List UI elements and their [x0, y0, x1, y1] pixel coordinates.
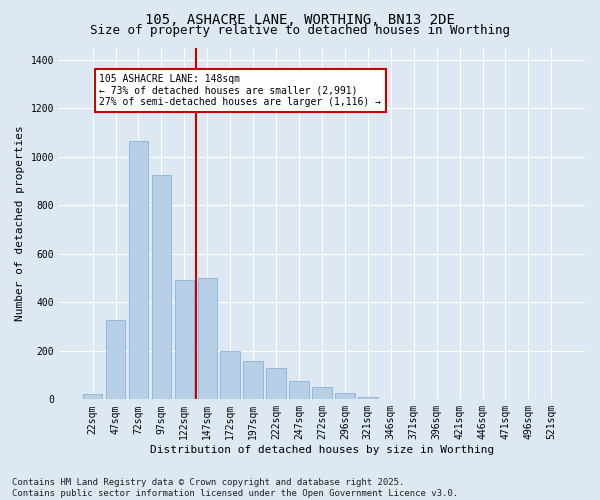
- X-axis label: Distribution of detached houses by size in Worthing: Distribution of detached houses by size …: [150, 445, 494, 455]
- Text: 105 ASHACRE LANE: 148sqm
← 73% of detached houses are smaller (2,991)
27% of sem: 105 ASHACRE LANE: 148sqm ← 73% of detach…: [100, 74, 382, 108]
- Bar: [358, 397, 377, 400]
- Bar: [129, 141, 148, 400]
- Bar: [335, 394, 355, 400]
- Y-axis label: Number of detached properties: Number of detached properties: [15, 126, 25, 322]
- Bar: [244, 360, 263, 400]
- Bar: [175, 280, 194, 400]
- Bar: [220, 351, 240, 400]
- Text: Contains HM Land Registry data © Crown copyright and database right 2025.
Contai: Contains HM Land Registry data © Crown c…: [12, 478, 458, 498]
- Bar: [83, 394, 103, 400]
- Text: Size of property relative to detached houses in Worthing: Size of property relative to detached ho…: [90, 24, 510, 37]
- Text: 105, ASHACRE LANE, WORTHING, BN13 2DE: 105, ASHACRE LANE, WORTHING, BN13 2DE: [145, 12, 455, 26]
- Bar: [197, 278, 217, 400]
- Bar: [152, 175, 171, 400]
- Bar: [106, 320, 125, 400]
- Bar: [312, 387, 332, 400]
- Bar: [266, 368, 286, 400]
- Bar: [289, 381, 309, 400]
